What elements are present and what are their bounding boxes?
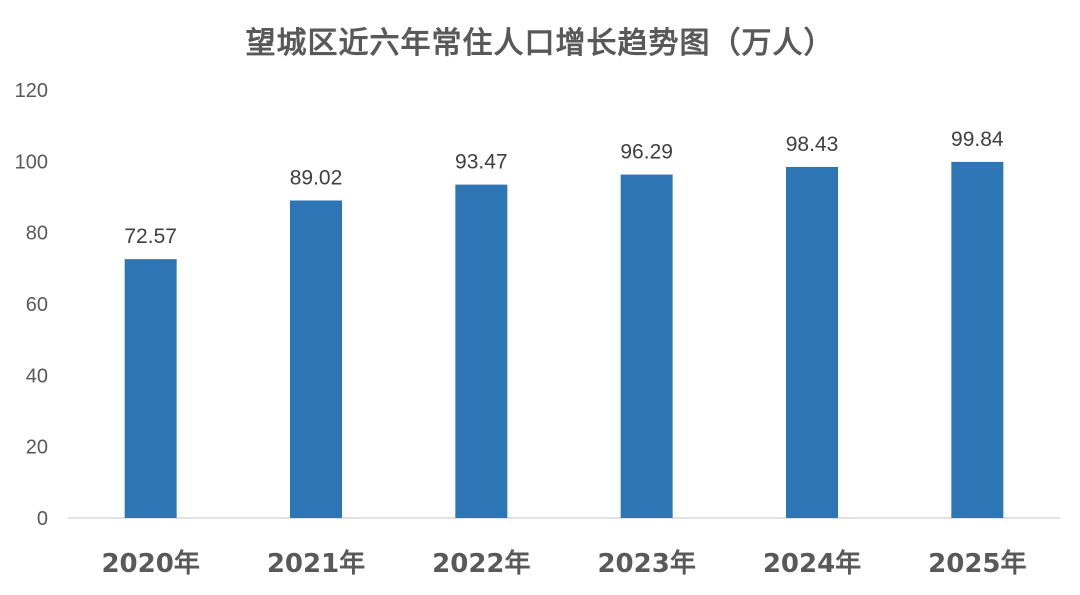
data-label: 72.57 bbox=[124, 225, 177, 248]
x-axis-ticks: 2020年 2021年 2022年 2023年 2024年 2025年 bbox=[101, 548, 1026, 579]
data-label: 89.02 bbox=[290, 166, 343, 189]
data-label: 98.43 bbox=[786, 133, 839, 156]
y-tick-label: 80 bbox=[26, 223, 48, 245]
y-axis-ticks: 0 20 40 60 80 100 120 bbox=[15, 80, 48, 530]
bar bbox=[786, 166, 838, 519]
bar bbox=[951, 161, 1004, 519]
y-tick-label: 60 bbox=[26, 294, 48, 316]
data-label: 96.29 bbox=[620, 141, 673, 164]
bar bbox=[290, 200, 342, 518]
x-tick-label: 2020年 bbox=[101, 548, 199, 579]
chart-title: 望城区近六年常住人口增长趋势图（万人） bbox=[245, 26, 835, 61]
y-tick-label: 40 bbox=[26, 365, 48, 387]
data-label: 99.84 bbox=[951, 128, 1004, 151]
bar bbox=[620, 174, 673, 518]
bar bbox=[124, 259, 177, 518]
x-tick-label: 2022年 bbox=[432, 548, 530, 579]
y-tick-label: 0 bbox=[37, 508, 48, 530]
x-tick-label: 2021年 bbox=[267, 548, 365, 579]
y-tick-label: 20 bbox=[26, 437, 48, 459]
data-label: 93.47 bbox=[455, 151, 508, 174]
data-labels: 72.57 89.02 93.47 96.29 98.43 99.84 bbox=[124, 128, 1004, 248]
x-tick-label: 2024年 bbox=[763, 548, 861, 579]
bar bbox=[455, 184, 508, 519]
x-tick-label: 2025年 bbox=[928, 548, 1026, 579]
x-tick-label: 2023年 bbox=[597, 548, 695, 579]
bar-series bbox=[124, 161, 1004, 519]
y-tick-label: 100 bbox=[15, 151, 48, 173]
y-tick-label: 120 bbox=[15, 80, 48, 102]
